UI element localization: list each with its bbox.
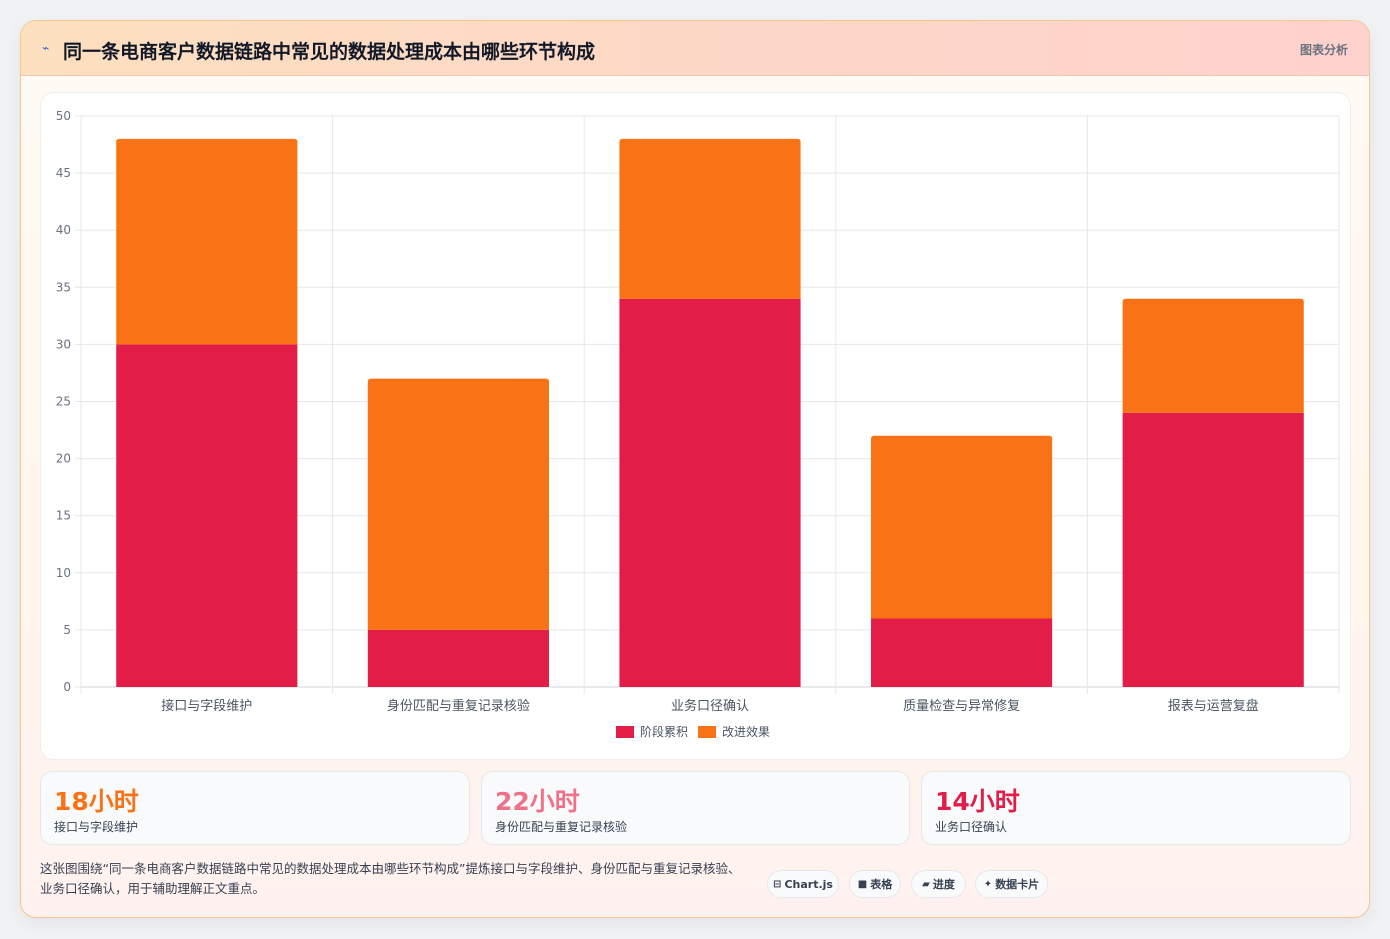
chart-title: 同一条电商客户数据链路中常见的数据处理成本由哪些环节构成: [63, 41, 596, 63]
kpi-card: 22小时 身份匹配与重复记录核验: [481, 771, 910, 845]
bar-segment: [116, 138, 298, 345]
stacked-bar-chart: 0 5 10 15 20 25 30 35 40 45 50 接口与字段维护 身份匹配与重复记录核验 业务…: [56, 109, 1340, 739]
y-tick-label: 30: [56, 337, 71, 351]
legend-label: 阶段累积: [640, 724, 688, 739]
chip-progress[interactable]: ▰ 进度: [911, 870, 966, 898]
chart-summary: 这张图围绕“同一条电商客户数据链路中常见的数据处理成本由哪些环节构成”提炼接口与…: [40, 861, 741, 896]
y-tick-label: 25: [56, 395, 71, 409]
kpi-card: 18小时 接口与字段维护: [40, 771, 470, 845]
card-header: ⌁ 同一条电商客户数据链路中常见的数据处理成本由哪些环节构成 图表分析: [21, 21, 1369, 76]
chip-label: Chart.js: [784, 877, 833, 891]
legend-swatch: [698, 726, 716, 738]
kpi-value: 18小时: [54, 787, 139, 816]
lightning-icon: ⌁: [42, 41, 50, 55]
y-tick-label: 35: [56, 280, 71, 294]
bar-segment: [871, 435, 1053, 619]
chip-label: 进度: [932, 878, 955, 891]
kpi-card: 14小时 业务口径确认: [921, 771, 1351, 845]
x-tick-label: 业务口径确认: [671, 698, 749, 714]
legend-swatch: [616, 726, 634, 738]
y-tick-label: 40: [56, 223, 71, 237]
chart-analysis-tag: 图表分析: [1299, 43, 1348, 57]
kpi-label: 身份匹配与重复记录核验: [495, 820, 628, 834]
bar-segment: [1122, 412, 1304, 687]
x-tick-label: 接口与字段维护: [161, 698, 252, 714]
chip-chartjs[interactable]: ⊟ Chart.js: [767, 870, 839, 898]
progress-icon: ▰: [922, 878, 930, 890]
bar-segment: [367, 378, 549, 630]
chip-label: 数据卡片: [995, 878, 1040, 891]
x-tick-label: 报表与运营复盘: [1168, 698, 1259, 714]
y-tick-label: 45: [56, 166, 71, 180]
card-icon: ✦: [983, 878, 993, 890]
chart-card: ⌁ 同一条电商客户数据链路中常见的数据处理成本由哪些环节构成 图表分析 0 5 10…: [20, 20, 1370, 918]
bar-segment: [619, 298, 801, 687]
bar-segment: [116, 344, 298, 687]
kpi-value: 22小时: [495, 787, 580, 816]
y-tick-label: 15: [56, 509, 71, 523]
chart-panel: 0 5 10 15 20 25 30 35 40 45 50 接口与字段维护 身份匹配与重复记录核验 业务…: [40, 92, 1351, 760]
bar-segment: [1122, 298, 1304, 413]
table-icon: ■: [857, 878, 868, 890]
legend-label: 改进效果: [722, 724, 770, 739]
y-tick-label: 10: [56, 566, 71, 580]
y-tick-label: 50: [56, 109, 71, 123]
kpi-label: 业务口径确认: [935, 820, 1008, 834]
chip-label: 表格: [870, 878, 893, 891]
x-tick-label: 质量检查与异常修复: [903, 699, 1020, 714]
kpi-label: 接口与字段维护: [54, 820, 139, 834]
y-tick-label: 5: [63, 623, 71, 637]
chip-table[interactable]: ■ 表格: [849, 870, 901, 898]
kpi-value: 14小时: [935, 787, 1020, 816]
x-tick-label: 身份匹配与重复记录核验: [387, 698, 530, 714]
y-tick-label: 0: [63, 680, 71, 694]
bar-segment: [619, 138, 801, 299]
y-tick-label: 20: [56, 452, 71, 466]
bar-segment: [367, 629, 549, 687]
chart-icon: ⊟: [773, 878, 782, 890]
bar-segment: [871, 618, 1053, 687]
chip-data-card[interactable]: ✦ 数据卡片: [975, 870, 1048, 898]
